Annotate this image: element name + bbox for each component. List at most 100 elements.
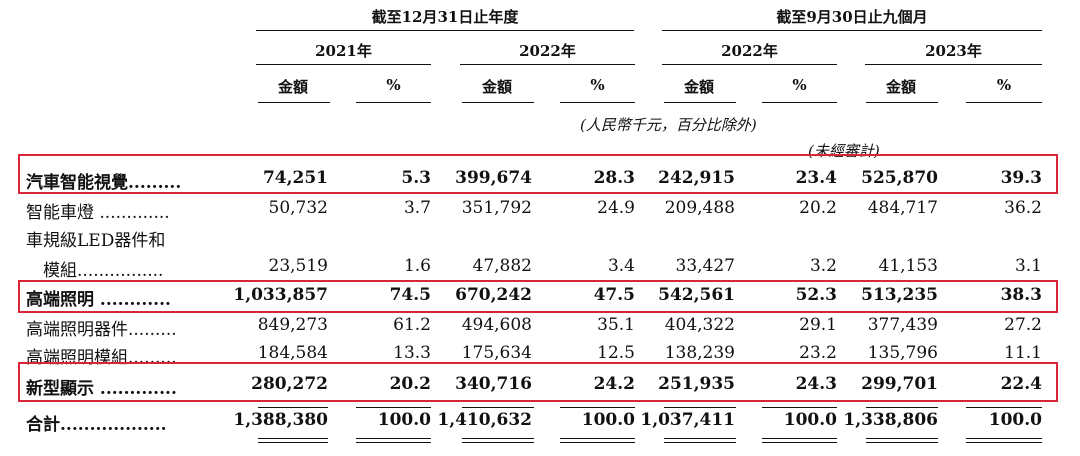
percent-cell: 22.4	[1000, 374, 1042, 394]
percent-cell: 13.3	[393, 343, 431, 363]
amount-cell: 33,427	[675, 256, 735, 276]
col-rule-3	[462, 102, 534, 103]
table-row: 模組................ 23,519 1.6 47,882 3.4 33,4…	[0, 256, 1080, 281]
total-top-rule	[462, 407, 534, 408]
total-double-rule	[560, 438, 635, 443]
year-rule-2022-9m	[662, 64, 837, 65]
col-rule-1	[258, 102, 330, 103]
row-label: 合計..................	[26, 415, 167, 435]
col-percent-2: %	[590, 76, 605, 94]
percent-cell: 24.3	[795, 374, 837, 394]
col-percent-1: %	[386, 76, 401, 94]
amount-cell: 41,153	[878, 256, 938, 276]
total-double-rule	[356, 438, 431, 443]
percent-cell: 3.4	[607, 256, 635, 276]
col-amount-2: 金額	[481, 78, 512, 96]
amount-cell: 670,242	[455, 285, 532, 305]
group-title-nine-months: 截至9月30日止九個月	[776, 8, 928, 26]
row-label: 智能車燈 .............	[26, 203, 170, 223]
amount-cell: 1,388,380	[233, 410, 328, 430]
amount-cell: 377,439	[867, 315, 938, 335]
percent-cell: 74.5	[389, 285, 431, 305]
amount-cell: 494,608	[461, 315, 532, 335]
year-header-2022-fy: 2022年	[519, 42, 576, 60]
percent-cell: 3.1	[1014, 256, 1042, 276]
percent-cell: 100.0	[581, 410, 635, 430]
row-label: 新型顯示 .............	[26, 379, 177, 399]
amount-cell: 351,792	[461, 198, 532, 218]
amount-cell: 47,882	[472, 256, 532, 276]
percent-cell: 100.0	[783, 410, 837, 430]
row-label: 模組................	[26, 261, 164, 281]
percent-cell: 5.3	[401, 168, 431, 188]
percent-cell: 20.2	[799, 198, 837, 218]
percent-cell: 39.3	[1000, 168, 1042, 188]
amount-cell: 340,716	[455, 374, 532, 394]
col-percent-4: %	[996, 76, 1012, 94]
col-rule-2	[356, 102, 431, 103]
col-rule-5	[664, 102, 736, 103]
amount-cell: 513,235	[861, 285, 938, 305]
table-row: 汽車智能視覺......... 74,251 5.3 399,674 28.3 242,9…	[0, 168, 1080, 193]
table-row: 高端照明器件......... 849,273 61.2 494,608 35.1 404…	[0, 315, 1080, 340]
percent-cell: 38.3	[1000, 285, 1042, 305]
total-top-rule	[560, 407, 635, 408]
amount-cell: 184,584	[257, 343, 328, 363]
amount-cell: 251,935	[658, 374, 735, 394]
total-top-rule	[966, 407, 1042, 408]
col-rule-7	[866, 102, 938, 103]
table-row: 智能車燈 ............. 50,732 3.7 351,792 24.9 20…	[0, 198, 1080, 223]
highlight-box-display	[18, 362, 1058, 402]
group-rule-full-year	[256, 30, 634, 31]
percent-cell: 29.1	[799, 315, 837, 335]
total-double-rule	[258, 438, 328, 443]
total-top-rule	[356, 407, 431, 408]
highlight-box-lighting	[18, 280, 1058, 313]
percent-cell: 3.2	[809, 256, 837, 276]
year-rule-2022-fy	[460, 64, 635, 65]
percent-cell: 27.2	[1004, 315, 1042, 335]
total-double-rule	[966, 438, 1042, 443]
amount-cell: 1,338,806	[843, 410, 938, 430]
percent-cell: 1.6	[403, 256, 431, 276]
percent-cell: 24.9	[597, 198, 635, 218]
row-label: 汽車智能視覺.........	[26, 173, 182, 193]
amount-cell: 1,033,857	[233, 285, 328, 305]
percent-cell: 11.1	[1004, 343, 1042, 363]
percent-cell: 100.0	[377, 410, 431, 430]
group-title-full-year: 截至12月31日止年度	[371, 8, 519, 26]
amount-cell: 135,796	[867, 343, 938, 363]
col-percent-3: %	[792, 76, 807, 94]
row-label: 高端照明 ............	[26, 290, 171, 310]
total-double-rule	[462, 438, 534, 443]
amount-cell: 484,717	[867, 198, 938, 218]
amount-cell: 1,410,632	[437, 410, 532, 430]
total-top-rule	[258, 407, 328, 408]
row-label: 車規級LED器件和	[26, 231, 166, 251]
amount-cell: 242,915	[658, 168, 735, 188]
amount-cell: 74,251	[262, 168, 328, 188]
table-row: 新型顯示 ............. 280,272 20.2 340,716 24.2…	[0, 374, 1080, 399]
group-rule-nine-months	[662, 30, 1042, 31]
percent-cell: 28.3	[593, 168, 635, 188]
amount-cell: 138,239	[664, 343, 735, 363]
amount-cell: 299,701	[861, 374, 938, 394]
total-double-rule	[762, 438, 837, 443]
percent-cell: 47.5	[593, 285, 635, 305]
percent-cell: 100.0	[988, 410, 1042, 430]
col-rule-6	[762, 102, 837, 103]
percent-cell: 12.5	[597, 343, 635, 363]
amount-cell: 1,037,411	[640, 410, 735, 430]
amount-cell: 280,272	[251, 374, 328, 394]
amount-cell: 209,488	[664, 198, 735, 218]
amount-cell: 399,674	[455, 168, 532, 188]
amount-cell: 525,870	[861, 168, 938, 188]
year-header-2021: 2021年	[315, 42, 372, 60]
total-top-rule	[866, 407, 938, 408]
amount-cell: 23,519	[268, 256, 328, 276]
percent-cell: 23.2	[799, 343, 837, 363]
amount-cell: 50,732	[268, 198, 328, 218]
table-row: 合計.................. 1,388,380 100.0 1,410,…	[0, 410, 1080, 435]
col-amount-3: 金額	[683, 78, 714, 96]
total-double-rule	[664, 438, 736, 443]
